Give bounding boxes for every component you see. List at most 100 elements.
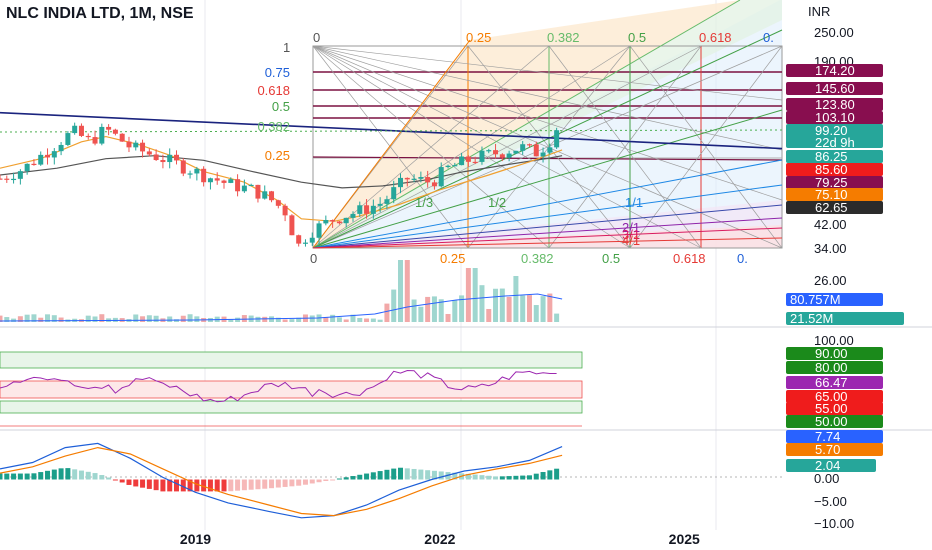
volume-bar — [547, 293, 553, 322]
macd-histogram-bar — [4, 473, 10, 480]
volume-bar — [343, 319, 349, 322]
volume-bar — [85, 315, 91, 322]
volume-tick-label: 26.00 — [814, 273, 847, 288]
volume-badge — [786, 293, 883, 306]
candle-body — [78, 125, 84, 136]
volume-bar — [465, 268, 471, 322]
macd-histogram-bar — [153, 479, 159, 491]
macd-histogram-bar — [309, 479, 315, 484]
volume-bar — [533, 305, 539, 322]
macd-histogram-bar — [38, 472, 44, 480]
fib-top-label: 0.382 — [547, 30, 580, 45]
volume-bar — [31, 314, 37, 322]
rsi-badge — [786, 376, 883, 389]
fib-level-label: 0.618 — [257, 83, 290, 98]
fan-ratio-label: 4/1 — [622, 233, 640, 248]
candle-body — [431, 182, 437, 187]
volume-bar — [140, 316, 146, 322]
date-tick-label: 2019 — [180, 531, 211, 547]
macd-tick-label: −5.00 — [814, 494, 847, 509]
candle-body — [173, 154, 179, 161]
ma-fast-line — [0, 135, 563, 222]
date-tick-label: 2025 — [669, 531, 700, 547]
candle-body — [248, 184, 254, 187]
volume-bar — [228, 319, 234, 322]
macd-histogram-bar — [248, 479, 254, 490]
candle-body — [45, 154, 51, 158]
candle-body — [160, 160, 166, 163]
macd-histogram-bar — [533, 473, 539, 480]
macd-histogram-bar — [24, 473, 30, 480]
candle-body — [479, 150, 485, 162]
candle-body — [194, 168, 200, 174]
macd-histogram-bar — [384, 469, 390, 480]
macd-histogram-bar — [302, 479, 308, 485]
fib-level-label: 0.75 — [265, 65, 290, 80]
candle-body — [554, 130, 560, 148]
candle-body — [11, 178, 17, 181]
candle-body — [65, 133, 71, 145]
volume-bar — [282, 319, 288, 322]
candle-body — [275, 200, 281, 206]
date-axis: 2019 2022 2025 — [180, 531, 700, 547]
fib-bottom-label: 0.382 — [521, 251, 554, 266]
macd-histogram-bar — [330, 479, 336, 481]
macd-histogram-bar — [411, 468, 417, 480]
volume-bar — [133, 314, 139, 322]
macd-badge-label: 5.70 — [815, 442, 840, 457]
candle-body — [207, 178, 213, 183]
candle-body — [167, 154, 173, 163]
volume-bar — [404, 260, 410, 322]
candle-body — [0, 178, 3, 180]
macd-histogram-bar — [479, 475, 485, 480]
macd-histogram-bar — [201, 479, 207, 492]
macd-histogram-bar — [350, 476, 356, 480]
price-badge-label: 86.25 — [815, 149, 848, 164]
macd-histogram-bar — [275, 479, 281, 488]
fib-bottom-labels: 0.25 0.382 0.5 0.618 0. — [440, 251, 748, 266]
macd-badge — [786, 430, 883, 443]
macd-histogram — [0, 467, 560, 492]
volume-bar — [235, 317, 241, 322]
price-badge — [786, 124, 883, 148]
macd-histogram-bar — [140, 479, 146, 488]
macd-histogram-bar — [17, 473, 23, 480]
candle-body — [384, 199, 390, 204]
candle-body — [499, 154, 505, 158]
price-axis[interactable]: 250.00190.0042.0034.00174.20145.60123.80… — [786, 25, 904, 531]
fan-ratio-label: 1/2 — [488, 195, 506, 210]
macd-histogram-bar — [520, 475, 526, 480]
candle-body — [411, 178, 417, 180]
volume-bar — [364, 318, 370, 322]
macd-histogram-bar — [554, 468, 560, 480]
volume-bar — [377, 319, 383, 322]
volume-bar — [479, 285, 485, 322]
candle-body — [92, 137, 98, 144]
macd-histogram-bar — [51, 469, 57, 480]
volume-bar — [330, 314, 336, 322]
candle-body — [391, 187, 397, 200]
fib-top-label: 0.25 — [466, 30, 491, 45]
volume-bar — [45, 314, 51, 322]
candle-body — [513, 150, 519, 154]
macd-histogram-bar — [452, 472, 458, 480]
macd-histogram-bar — [65, 468, 71, 480]
volume-bar — [146, 315, 152, 322]
candle-body — [472, 161, 478, 164]
volume-bar — [187, 314, 193, 322]
candle-body — [221, 180, 227, 183]
fibonacci-speed-fan[interactable] — [312, 0, 783, 249]
price-badge — [786, 82, 883, 95]
volume-bar — [173, 319, 179, 322]
macd-histogram-bar — [160, 479, 166, 492]
rsi-badge-label: 55.00 — [815, 401, 848, 416]
candle-body — [336, 221, 342, 224]
candle-body — [17, 171, 23, 179]
candle-body — [398, 177, 404, 188]
volume-bar — [472, 268, 478, 322]
candle-body — [486, 150, 492, 152]
volume-bar — [92, 316, 98, 322]
rsi-badge-label: 66.47 — [815, 375, 848, 390]
macd-histogram-bar — [58, 468, 64, 480]
